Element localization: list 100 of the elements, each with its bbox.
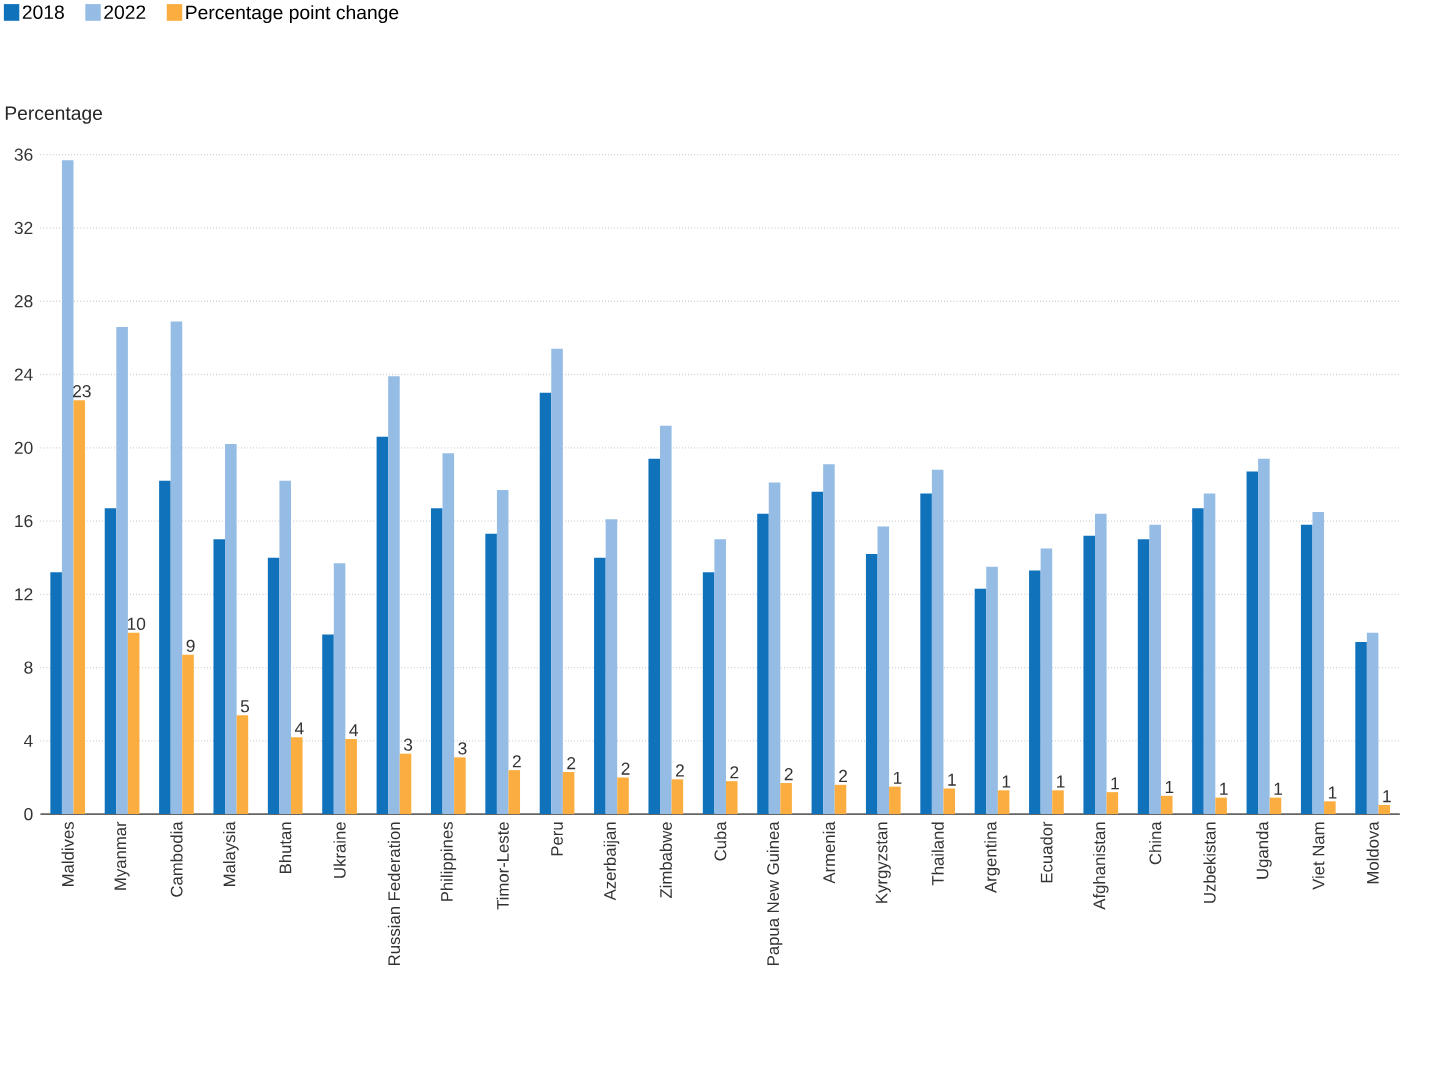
bar [225,444,237,815]
y-tick-label: 12 [15,588,33,601]
bar [889,786,901,815]
data-label: 3 [403,738,413,751]
bar [768,482,781,815]
y-tick-label: 36 [14,148,33,161]
data-label: 1 [1274,782,1283,795]
data-label: 1 [1220,782,1228,795]
legend-label: 2022 [104,5,146,19]
x-tick-label: China [1149,821,1162,865]
bar [279,480,291,815]
data-label: 1 [893,771,902,784]
x-tick-label: Cambodia [170,821,183,897]
y-tick-label: 8 [24,661,33,674]
bar [430,508,443,815]
bar [1215,797,1227,815]
x-tick-label: Ukraine [333,822,346,878]
data-label: 9 [186,639,195,652]
bar [943,788,956,815]
bar [997,790,1010,815]
x-tick-label: Myanmar [114,821,130,890]
data-label: 1 [1328,786,1337,799]
bar [1300,524,1313,815]
bar [1149,524,1161,815]
y-axis-title: Percentage [5,106,103,124]
bar [388,376,400,815]
bar [1192,508,1204,815]
bar [931,469,944,815]
bar [974,588,987,815]
bar [73,400,86,815]
bar [865,553,878,815]
data-label: 4 [294,722,304,735]
x-tick-label: Russian Federation [387,822,401,965]
legend-label: 2018 [22,5,64,19]
bar [1324,801,1336,815]
y-tick-label: 24 [14,368,33,381]
bar [823,464,835,815]
x-tick-label: Uzbekistan [1203,822,1216,903]
data-label: 10 [127,617,146,630]
bar [442,453,455,815]
bar [780,782,792,815]
y-tick-label: 16 [15,514,33,528]
x-tick-label: Maldives [61,821,74,886]
x-tick-label: Philippines [440,821,457,901]
bar [1040,548,1053,815]
data-label: 4 [349,724,359,737]
x-tick-label: Peru [551,822,563,856]
data-label: 1 [1165,780,1174,793]
y-tick-label: 32 [14,221,33,235]
x-tick-label: Afghanistan [1092,822,1109,910]
bar [725,781,738,815]
data-label: 2 [567,756,576,770]
bar [333,563,346,815]
data-label: 23 [73,384,91,398]
bar [213,539,226,815]
x-tick-label: Armenia [822,821,836,884]
data-label: 2 [784,767,793,781]
data-label: 2 [675,764,684,777]
bar [702,572,715,815]
bar [376,436,389,815]
bar [660,425,672,815]
bar [671,779,684,815]
bar [345,738,357,815]
data-label: 1 [1111,777,1119,790]
bar [496,489,509,815]
y-tick-label: 0 [24,807,33,821]
data-label: 2 [512,755,521,768]
bar [834,784,847,815]
bar [290,737,303,815]
x-tick-label: Thailand [931,822,944,886]
y-tick-label: 4 [23,734,33,747]
bar [508,770,521,815]
data-label: 1 [1383,790,1391,803]
bar [485,533,497,815]
x-tick-label: Malaysia [223,821,239,886]
bar [1246,471,1259,815]
data-label: 3 [458,742,467,755]
bar [182,654,194,815]
data-label: 2 [730,766,739,779]
bar [127,632,140,815]
bar [1378,804,1390,815]
bar [714,539,726,815]
bar [920,493,932,815]
bar [594,557,606,815]
x-tick-label: Timor-Leste [496,822,509,910]
bar [1052,790,1064,815]
bar [986,566,998,815]
bar [116,326,128,815]
bar [1106,792,1119,815]
bar [539,392,552,815]
bar [454,757,466,815]
data-label: 1 [1002,775,1011,788]
x-tick-label: Moldova [1366,821,1379,884]
bar [1083,535,1095,815]
x-tick-label: Ecuador [1040,821,1053,883]
bar [1160,795,1173,815]
x-tick-label: Viet Nam [1312,822,1325,890]
bar [267,557,280,815]
bar [50,572,62,815]
bar [1355,641,1367,815]
